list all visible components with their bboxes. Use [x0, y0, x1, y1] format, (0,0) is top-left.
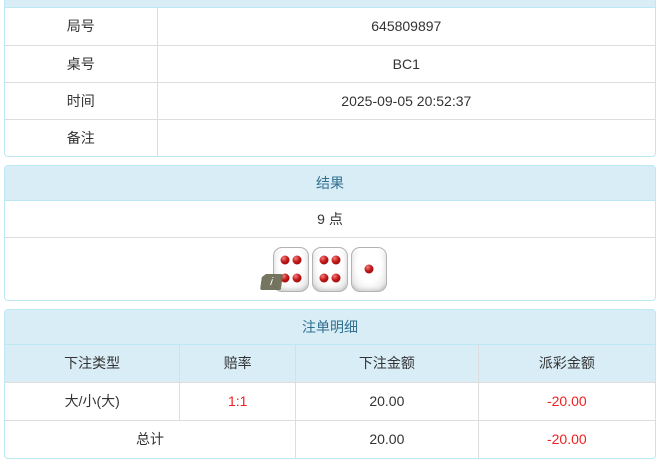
game-info-panel-header-strip	[5, 0, 655, 8]
die-pip	[280, 273, 290, 283]
bet-table-header-row: 下注类型 赔率 下注金额 派彩金额	[5, 345, 655, 382]
info-row-game-id: 局号 645809897	[5, 8, 655, 45]
bet-type-cell: 大/小(大)	[5, 381, 180, 420]
info-value-remark	[156, 118, 655, 156]
info-value-table-id: BC1	[156, 44, 655, 82]
die	[312, 246, 348, 292]
info-label-time: 时间	[5, 81, 158, 119]
col-header-bet-amount: 下注金额	[295, 345, 479, 382]
info-value-time: 2025-09-05 20:52:37	[156, 81, 655, 119]
info-label-game-id: 局号	[66, 18, 95, 35]
die-pip	[331, 273, 341, 283]
bet-payout-cell: -20.00	[477, 381, 655, 420]
die-pip	[319, 255, 329, 265]
total-payout-cell: -20.00	[477, 419, 655, 458]
die-pip	[280, 255, 290, 265]
col-header-odds: 赔率	[179, 345, 296, 382]
info-row-remark: 备注	[5, 118, 655, 156]
game-info-table: 局号 645809897 桌号 BC1 时间 2025-09-05 20:52:…	[5, 8, 655, 156]
dice-row: i	[5, 238, 655, 300]
total-label-cell: 总计	[5, 419, 296, 458]
col-header-payout: 派彩金额	[477, 345, 655, 382]
info-value-game-id: 645809897	[156, 8, 655, 45]
col-header-bet-type: 下注类型	[5, 345, 180, 382]
info-label-table-id: 桌号	[5, 44, 158, 82]
total-row: 总计 20.00 -20.00	[5, 419, 655, 458]
die	[351, 246, 387, 292]
die-pip	[319, 273, 329, 283]
info-row-time: 时间 2025-09-05 20:52:37	[5, 81, 655, 119]
info-label-remark: 备注	[5, 118, 158, 156]
die-pip	[292, 255, 302, 265]
die-pip	[292, 273, 302, 283]
bet-row: 大/小(大) 1:1 20.00 -20.00	[5, 381, 655, 420]
bet-amount-cell: 20.00	[295, 381, 479, 420]
info-row-table-id: 桌号 BC1	[5, 44, 655, 82]
die: i	[273, 246, 309, 292]
bet-details-panel: 注单明细 下注类型 赔率 下注金额 派彩金额 大/小(大) 1:1 20.00 …	[4, 309, 656, 459]
game-info-panel: 局号 645809897 桌号 BC1 时间 2025-09-05 20:52:…	[4, 0, 656, 157]
info-badge-icon[interactable]: i	[260, 274, 283, 290]
result-panel: 结果 9 点 i	[4, 165, 656, 301]
result-points: 9 点	[5, 201, 655, 238]
bet-odds-cell: 1:1	[179, 381, 296, 420]
bet-details-panel-title: 注单明细	[5, 310, 655, 345]
result-panel-title: 结果	[5, 166, 655, 201]
total-bet-amount-cell: 20.00	[295, 419, 479, 458]
die-pip	[331, 255, 341, 265]
die-pip	[364, 264, 374, 274]
bet-details-table: 下注类型 赔率 下注金额 派彩金额 大/小(大) 1:1 20.00 -20.0…	[5, 345, 655, 458]
